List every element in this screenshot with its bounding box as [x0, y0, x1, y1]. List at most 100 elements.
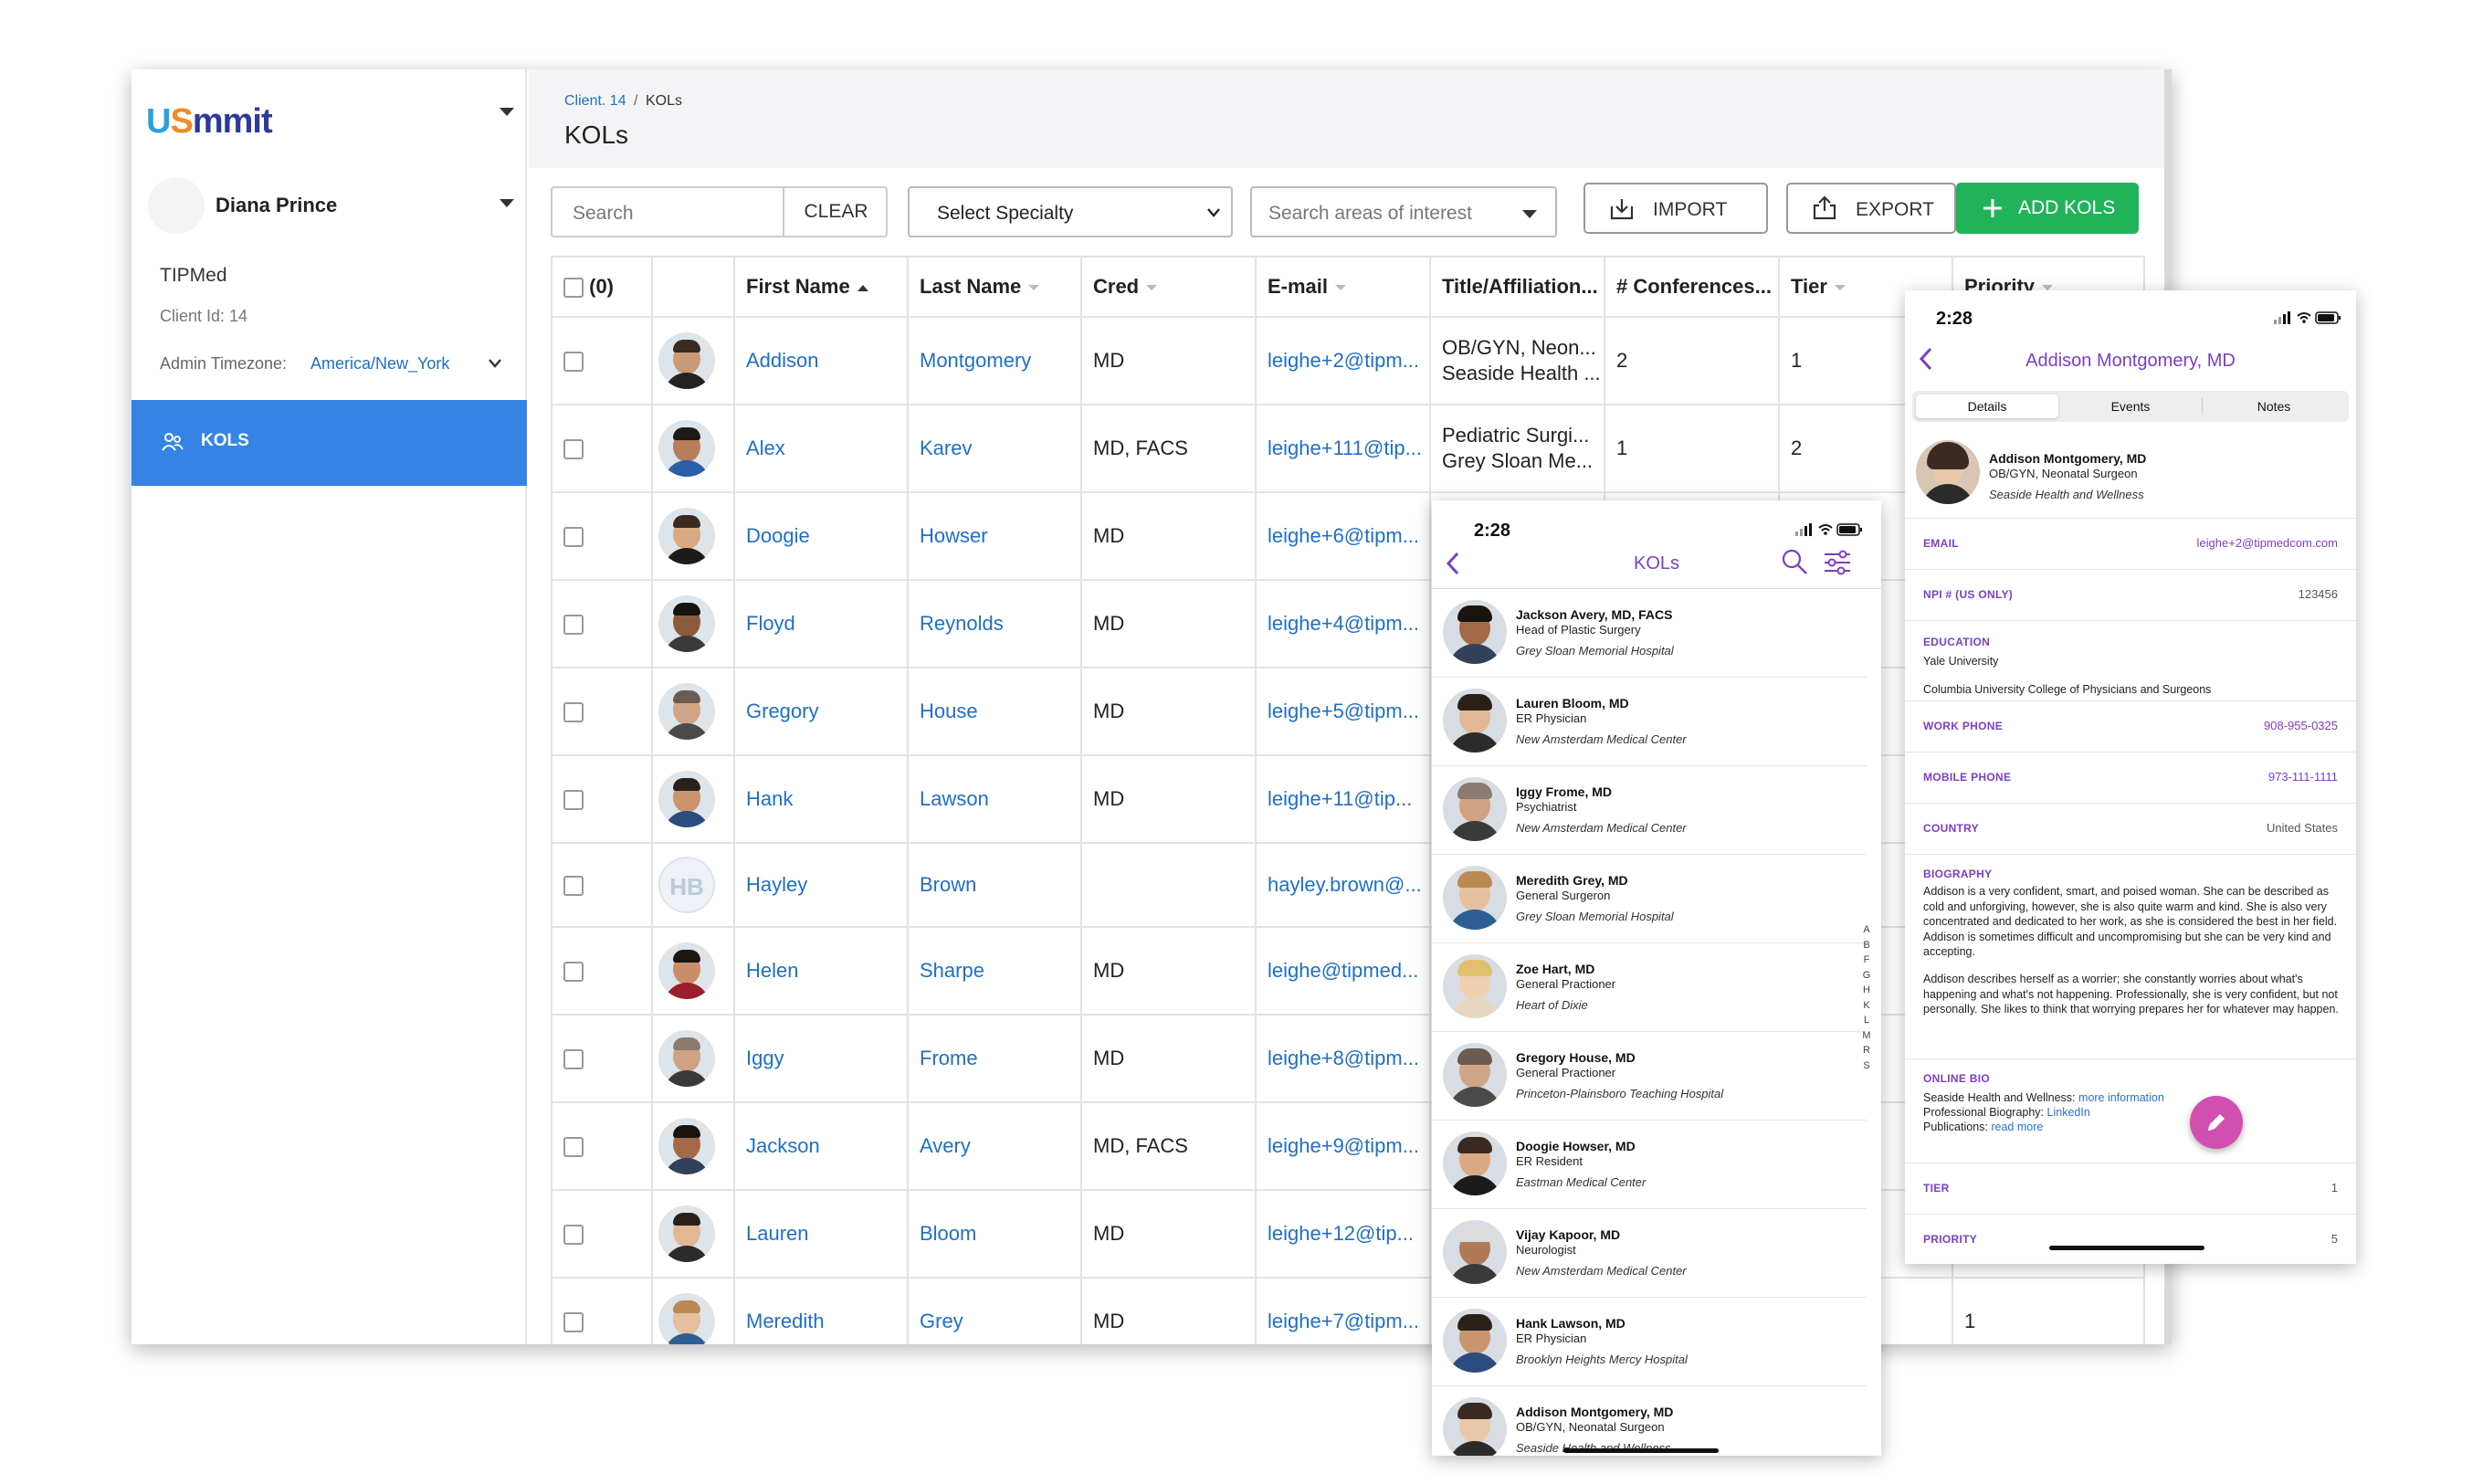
row-checkbox[interactable]: [563, 702, 584, 723]
column-header-cred[interactable]: Cred: [1080, 256, 1257, 318]
row-checkbox[interactable]: [563, 1312, 584, 1333]
logo-menu-chevron-icon[interactable]: [500, 108, 514, 116]
column-header-title[interactable]: Title/Affiliation...: [1429, 256, 1605, 318]
email-cell[interactable]: leighe+9@tipm...: [1255, 1101, 1431, 1191]
back-chevron-icon[interactable]: [1918, 347, 1934, 371]
user-name[interactable]: Diana Prince: [216, 194, 338, 216]
email-cell[interactable]: leighe+6@tipm...: [1255, 491, 1431, 581]
alphabet-letter[interactable]: F: [1863, 954, 1870, 965]
last-name-cell[interactable]: Brown: [907, 842, 1082, 928]
export-button[interactable]: EXPORT: [1786, 183, 1956, 234]
alphabet-letter[interactable]: A: [1863, 924, 1870, 935]
list-item[interactable]: Jackson Avery, MD, FACS Head of Plastic …: [1432, 589, 1867, 678]
first-name-cell[interactable]: Gregory: [733, 667, 909, 756]
add-kols-button[interactable]: ADD KOLS: [1956, 183, 2139, 234]
row-checkbox[interactable]: [563, 352, 584, 373]
first-name-cell[interactable]: Meredith: [733, 1277, 909, 1344]
list-item[interactable]: Vijay Kapoor, MD Neurologist New Amsterd…: [1432, 1209, 1867, 1298]
back-chevron-icon[interactable]: [1445, 552, 1461, 575]
more-information-link[interactable]: more information: [2078, 1091, 2164, 1104]
last-name-cell[interactable]: Lawson: [907, 754, 1082, 844]
row-checkbox[interactable]: [563, 1049, 584, 1070]
row-checkbox[interactable]: [563, 439, 584, 460]
row-checkbox[interactable]: [563, 790, 584, 811]
first-name-cell[interactable]: Iggy: [733, 1014, 909, 1103]
list-item[interactable]: Zoe Hart, MD General Practioner Heart of…: [1432, 943, 1867, 1032]
edit-fab-button[interactable]: [2190, 1096, 2243, 1149]
user-menu-chevron-icon[interactable]: [500, 199, 514, 207]
import-button[interactable]: IMPORT: [1583, 183, 1768, 234]
breadcrumb-client-link[interactable]: Client. 14: [564, 93, 626, 109]
timezone-select[interactable]: America/New_York: [310, 354, 450, 373]
email-cell[interactable]: leighe+8@tipm...: [1255, 1014, 1431, 1103]
list-item[interactable]: Addison Montgomery, MD OB/GYN, Neonatal …: [1432, 1386, 1867, 1456]
list-item[interactable]: Meredith Grey, MD General Surgeron Grey …: [1432, 855, 1867, 943]
email-cell[interactable]: leighe+2@tipm...: [1255, 316, 1431, 405]
first-name-cell[interactable]: Alex: [733, 404, 909, 493]
filter-sliders-icon[interactable]: [1823, 550, 1852, 575]
mobile-phone-value[interactable]: 973-111-1111: [2267, 770, 2338, 784]
row-checkbox[interactable]: [563, 527, 584, 548]
last-name-cell[interactable]: Howser: [907, 491, 1082, 581]
interest-search-select[interactable]: Search areas of interest: [1250, 186, 1557, 237]
email-cell[interactable]: leighe+7@tipm...: [1255, 1277, 1431, 1344]
alphabet-letter[interactable]: S: [1863, 1059, 1870, 1071]
row-checkbox[interactable]: [563, 1225, 584, 1246]
email-cell[interactable]: leighe+11@tip...: [1255, 754, 1431, 844]
email-cell[interactable]: leighe@tipmed...: [1255, 926, 1431, 1016]
tab-events[interactable]: Events: [2110, 399, 2151, 414]
alphabet-letter[interactable]: L: [1863, 1015, 1870, 1026]
tab-details[interactable]: Details: [1916, 395, 2058, 418]
list-item[interactable]: Lauren Bloom, MD ER Physician New Amster…: [1432, 678, 1867, 766]
search-input[interactable]: Search: [573, 203, 634, 224]
last-name-cell[interactable]: Bloom: [907, 1189, 1082, 1279]
list-item[interactable]: Iggy Frome, MD Psychiatrist New Amsterda…: [1432, 766, 1867, 855]
search-icon[interactable]: [1781, 548, 1808, 575]
email-cell[interactable]: leighe+12@tip...: [1255, 1189, 1431, 1279]
first-name-cell[interactable]: Lauren: [733, 1189, 909, 1279]
work-phone-value[interactable]: 908-955-0325: [2264, 719, 2338, 732]
first-name-cell[interactable]: Jackson: [733, 1101, 909, 1191]
first-name-cell[interactable]: Floyd: [733, 579, 909, 668]
first-name-cell[interactable]: Hayley: [733, 842, 909, 928]
first-name-cell[interactable]: Addison: [733, 316, 909, 405]
tab-notes[interactable]: Notes: [2257, 399, 2291, 414]
last-name-cell[interactable]: Sharpe: [907, 926, 1082, 1016]
row-checkbox[interactable]: [563, 962, 584, 983]
last-name-cell[interactable]: House: [907, 667, 1082, 756]
clear-button[interactable]: CLEAR: [783, 188, 888, 236]
row-checkbox[interactable]: [563, 876, 584, 897]
list-item[interactable]: Doogie Howser, MD ER Resident Eastman Me…: [1432, 1121, 1867, 1209]
linkedin-link[interactable]: LinkedIn: [2046, 1106, 2090, 1119]
column-header-first-name[interactable]: First Name: [733, 256, 909, 318]
search-field[interactable]: Search CLEAR: [551, 186, 888, 237]
email-cell[interactable]: leighe+111@tip...: [1255, 404, 1431, 493]
row-checkbox[interactable]: [563, 615, 584, 636]
list-item[interactable]: Hank Lawson, MD ER Physician Brooklyn He…: [1432, 1298, 1867, 1386]
summit-logo[interactable]: USmmit: [146, 102, 273, 141]
alphabet-letter[interactable]: R: [1863, 1045, 1870, 1056]
first-name-cell[interactable]: Doogie: [733, 491, 909, 581]
first-name-cell[interactable]: Helen: [733, 926, 909, 1016]
select-all-checkbox[interactable]: [563, 277, 584, 298]
last-name-cell[interactable]: Avery: [907, 1101, 1082, 1191]
email-cell[interactable]: hayley.brown@...: [1255, 842, 1431, 928]
alphabet-letter[interactable]: B: [1863, 939, 1870, 951]
alphabet-letter[interactable]: K: [1863, 999, 1870, 1011]
table-row[interactable]: Alex Karev MD, FACS leighe+111@tip... Pe…: [551, 404, 2145, 493]
column-header-email[interactable]: E-mail: [1255, 256, 1431, 318]
row-checkbox[interactable]: [563, 1137, 584, 1158]
list-item[interactable]: Gregory House, MD General Practioner Pri…: [1432, 1032, 1867, 1121]
column-header-last-name[interactable]: Last Name: [907, 256, 1082, 318]
email-cell[interactable]: leighe+4@tipm...: [1255, 579, 1431, 668]
last-name-cell[interactable]: Karev: [907, 404, 1082, 493]
alphabet-letter[interactable]: G: [1862, 969, 1871, 981]
interest-search-input[interactable]: Search areas of interest: [1268, 203, 1472, 224]
column-header-conferences[interactable]: # Conferences...: [1604, 256, 1780, 318]
timezone-chevron-down-icon[interactable]: [488, 358, 502, 369]
alphabet-letter[interactable]: M: [1862, 1029, 1871, 1041]
read-more-link[interactable]: read more: [1991, 1121, 2044, 1133]
email-value[interactable]: leighe+2@tipmedcom.com: [2196, 536, 2338, 550]
first-name-cell[interactable]: Hank: [733, 754, 909, 844]
